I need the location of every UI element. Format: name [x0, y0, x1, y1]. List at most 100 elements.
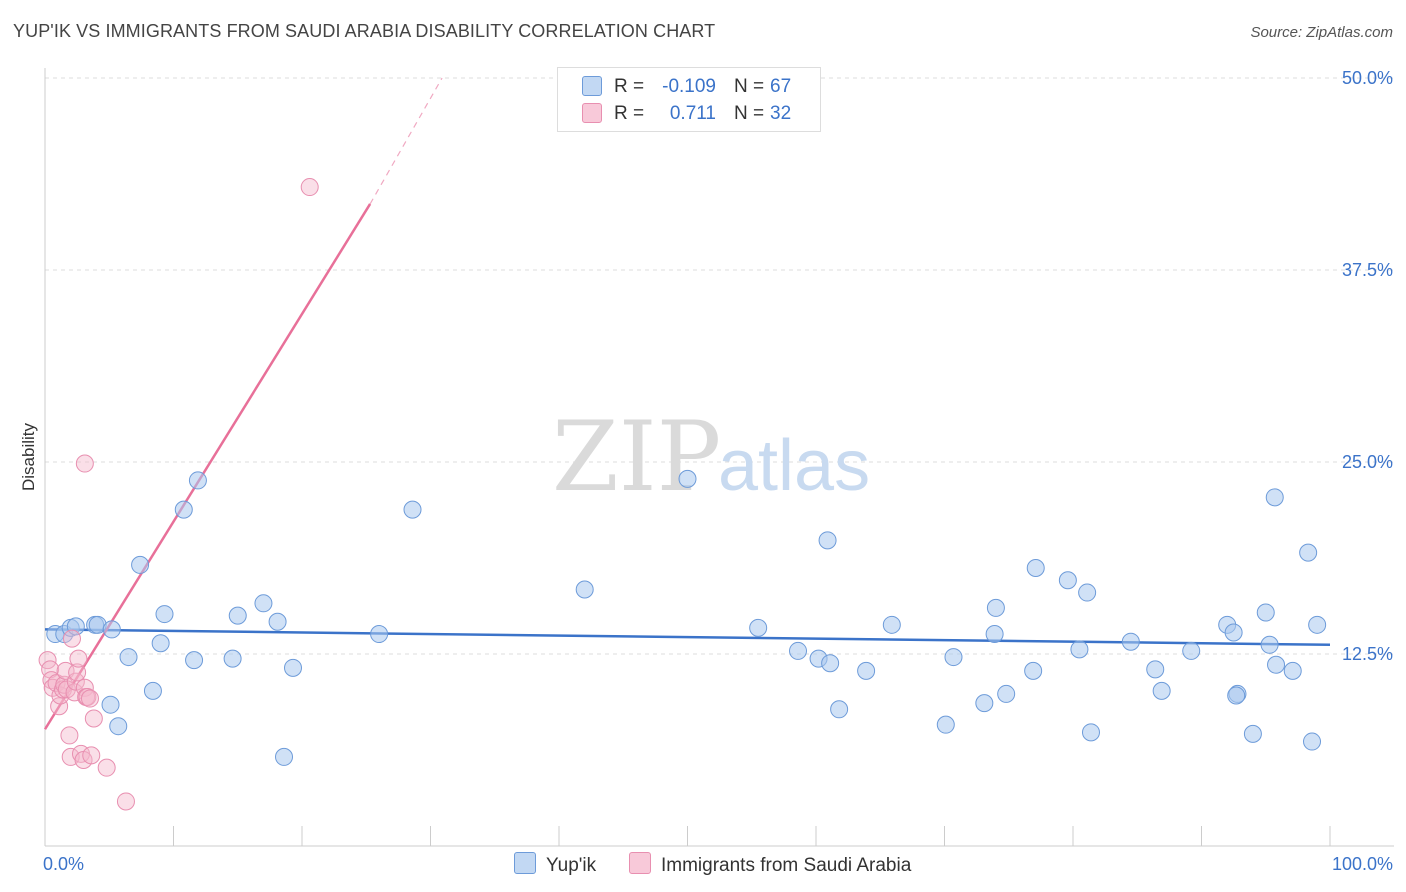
y-tick-label: 37.5% [1342, 260, 1393, 280]
data-point [55, 675, 74, 694]
data-point [119, 648, 138, 667]
source-label: Source: ZipAtlas.com [1250, 24, 1393, 41]
data-point [370, 625, 389, 644]
y-axis-label: Disability [19, 422, 38, 491]
data-point [882, 615, 901, 634]
y-tick-label: 25.0% [1342, 452, 1393, 472]
y-tick-label: 12.5% [1342, 644, 1393, 664]
data-point [1256, 603, 1275, 622]
data-point [1026, 558, 1045, 577]
legend-swatch-pink [582, 103, 602, 123]
bottom-legend-swatch-pink [629, 852, 651, 874]
data-point [821, 654, 840, 673]
data-point [1227, 686, 1246, 705]
data-point [857, 661, 876, 680]
data-point [1058, 571, 1077, 590]
x-tick-label: 100.0% [1332, 854, 1393, 874]
data-point [116, 792, 135, 811]
data-point [60, 726, 79, 745]
data-point [678, 469, 697, 488]
legend-row-yupik: R = -0.109 N = 67 [582, 76, 791, 100]
data-point [284, 658, 303, 677]
data-point [131, 555, 150, 574]
data-point [818, 531, 837, 550]
data-point [1078, 583, 1097, 602]
data-point [275, 747, 294, 766]
data-point [155, 605, 174, 624]
data-point [830, 700, 849, 719]
bottom-legend-saudi: Immigrants from Saudi Arabia [629, 852, 911, 877]
data-point [1182, 641, 1201, 660]
x-tick-label: 0.0% [43, 854, 84, 874]
legend-n-label: N = [734, 76, 765, 97]
data-point [936, 715, 955, 734]
watermark-zip: ZIP [552, 401, 721, 513]
data-point [986, 598, 1005, 617]
data-point [174, 500, 193, 519]
legend-n-value: 67 [770, 76, 792, 97]
trend-line-yupik [44, 628, 1331, 647]
legend-swatch-blue [582, 76, 602, 96]
data-point [300, 178, 319, 197]
series-yupik [46, 469, 1327, 766]
data-point [143, 681, 162, 700]
legend-n-label: N = [734, 103, 765, 124]
data-point [1024, 661, 1043, 680]
data-point [1146, 660, 1165, 679]
data-point [1121, 632, 1140, 651]
legend-row-saudi: R = 0.711 N = 32 [582, 103, 791, 127]
data-point [575, 580, 594, 599]
watermark-atlas: atlas [718, 426, 870, 506]
y-tick-label: 50.0% [1342, 68, 1393, 88]
legend-r-value: -0.109 [662, 76, 716, 97]
data-point [185, 651, 204, 670]
legend-r-value: 0.711 [669, 103, 716, 124]
data-point [1224, 623, 1243, 642]
bottom-legend-swatch-blue [514, 852, 536, 874]
legend-n-value: 32 [770, 103, 792, 124]
data-point [944, 648, 963, 667]
trend-lines [43, 77, 1331, 730]
data-points [38, 178, 1327, 811]
data-point [1081, 723, 1100, 742]
legend-r-label: R = [614, 103, 645, 124]
data-point [1299, 543, 1318, 562]
data-point [84, 709, 103, 728]
data-point [102, 620, 121, 639]
data-point [985, 625, 1004, 644]
data-point [789, 641, 808, 660]
data-point [1243, 724, 1262, 743]
data-point [1070, 640, 1089, 659]
tick-labels: 12.5% 25.0% 37.5% 50.0% 0.0% 100.0% [43, 68, 1393, 874]
data-point [151, 634, 170, 653]
axes [44, 68, 1394, 847]
gridlines [45, 77, 1394, 655]
data-point [975, 694, 994, 713]
data-point [223, 649, 242, 668]
data-point [188, 471, 207, 490]
data-point [254, 594, 273, 613]
data-point [1260, 635, 1279, 654]
data-point [1152, 681, 1171, 700]
correlation-legend: R = -0.109 N = 67 R = 0.711 N = 32 [557, 67, 821, 132]
bottom-legend-label: Immigrants from Saudi Arabia [661, 855, 912, 876]
data-point [403, 500, 422, 519]
trend-line-saudi-extension [369, 77, 443, 205]
data-point [1308, 615, 1327, 634]
data-point [68, 663, 87, 682]
chart-title: YUP'IK VS IMMIGRANTS FROM SAUDI ARABIA D… [13, 21, 716, 41]
data-point [80, 689, 99, 708]
data-point [1267, 655, 1286, 674]
data-point [66, 672, 85, 691]
data-point [82, 746, 101, 765]
series-saudi-arabia [38, 178, 319, 811]
data-point [62, 629, 81, 648]
data-point [1283, 661, 1302, 680]
bottom-legend-yupik: Yup'ik [514, 852, 596, 877]
data-point [97, 758, 116, 777]
data-point [69, 649, 88, 668]
data-point [1265, 488, 1284, 507]
data-point [997, 684, 1016, 703]
trend-line-saudi [43, 203, 372, 730]
